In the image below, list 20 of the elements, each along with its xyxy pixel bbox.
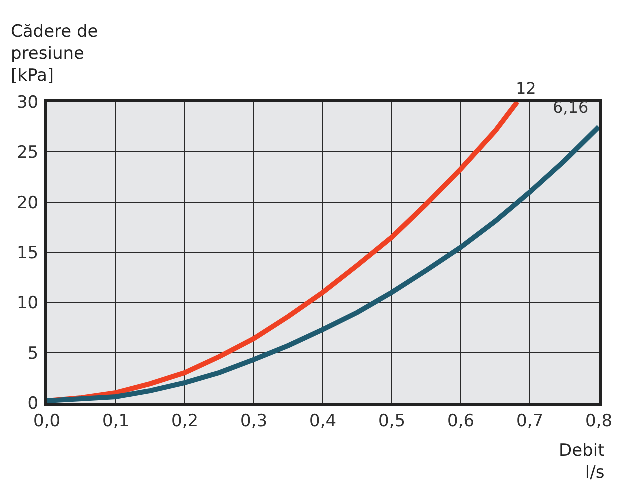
x-axis-title: Debit l/s	[559, 441, 606, 484]
y-tick-label: 25	[16, 143, 39, 164]
x-tick-label: 0,6	[447, 411, 475, 432]
y-tick-label: 0	[28, 394, 39, 414]
series-label: 12	[516, 79, 536, 98]
x-tick-label: 0,8	[585, 411, 613, 432]
y-tick-label: 5	[28, 344, 39, 364]
y-tick-label: 30	[16, 92, 39, 113]
series-label: 6,16	[553, 98, 589, 117]
x-tick-label: 0,0	[33, 411, 61, 432]
x-tick-label: 0,3	[240, 411, 268, 432]
x-tick-label: 0,7	[516, 411, 544, 432]
x-tick-label: 0,1	[102, 411, 130, 432]
y-tick-label: 15	[16, 243, 39, 264]
x-tick-label: 0,5	[378, 411, 406, 432]
y-tick-label: 20	[16, 193, 39, 214]
x-tick-label: 0,2	[171, 411, 199, 432]
y-tick-label: 10	[16, 294, 39, 314]
x-tick-label: 0,4	[309, 411, 337, 432]
y-axis-title: Cădere de presiune [kPa]	[11, 22, 98, 86]
